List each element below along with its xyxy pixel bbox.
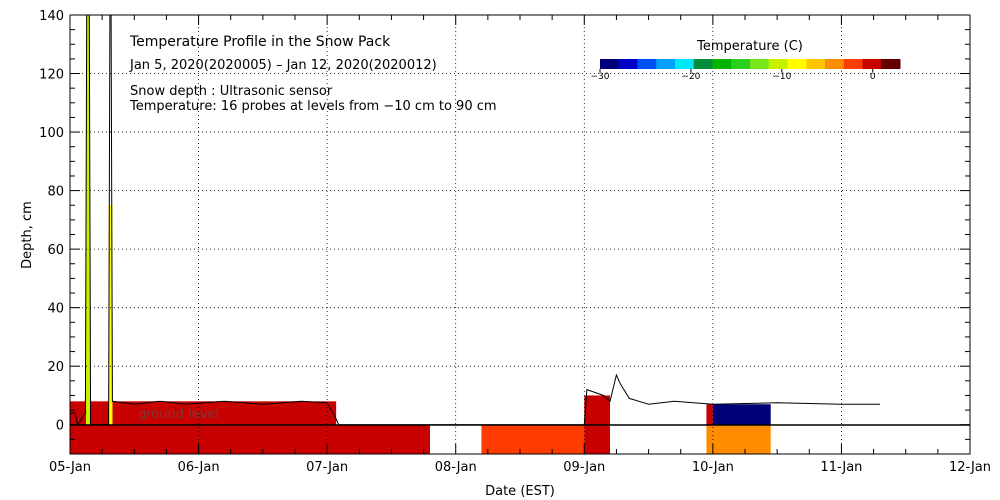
legend-tick-label: −30 [591, 72, 610, 82]
x-tick-label: 09-Jan [563, 460, 605, 475]
x-tick-label: 12-Jan [949, 460, 991, 475]
legend-swatch [825, 59, 845, 69]
ground-level-label: ground level [138, 407, 219, 422]
legend-swatch [750, 59, 770, 69]
legend-tick-label: 0 [870, 72, 876, 82]
x-axis-label: Date (EST) [485, 484, 555, 499]
legend-swatch [675, 59, 695, 69]
legend-swatch [806, 59, 826, 69]
x-tick-label: 08-Jan [435, 460, 477, 475]
temperature-spike [86, 15, 90, 425]
temperature-block [712, 404, 771, 425]
legend-tick-label: −20 [681, 72, 700, 82]
temperature-block [584, 424, 610, 454]
legend-swatch [618, 59, 638, 69]
temperature-block [584, 395, 610, 425]
legend-swatch [768, 59, 788, 69]
temperature-spike [108, 205, 113, 425]
y-tick-label: 140 [39, 9, 64, 24]
temperature-block [481, 424, 585, 454]
temperature-blocks [70, 395, 771, 454]
legend-swatch [600, 59, 620, 69]
legend: Temperature (C) −30 −20 −10 0 [591, 39, 901, 82]
legend-title: Temperature (C) [696, 39, 803, 54]
note-snow-depth: Snow depth : Ultrasonic sensor [130, 84, 333, 99]
y-tick-label: 0 [56, 419, 64, 434]
temperature-spikes [86, 15, 113, 425]
y-axis-label: Depth, cm [20, 201, 35, 269]
snow-depth-line [70, 14, 880, 426]
legend-swatch [656, 59, 676, 69]
chart-title: Temperature Profile in the Snow Pack [129, 34, 391, 50]
legend-swatch [693, 59, 713, 69]
y-tick-label: 80 [47, 185, 64, 200]
legend-tick-label: −10 [772, 72, 791, 82]
legend-ticks: −30 −20 −10 0 [591, 69, 876, 82]
legend-swatch [787, 59, 807, 69]
axis-ticks [69, 14, 971, 455]
x-tick-label: 10-Jan [692, 460, 734, 475]
x-tick-label: 07-Jan [306, 460, 348, 475]
y-tick-label: 120 [39, 68, 64, 83]
y-tick-label: 40 [47, 302, 64, 317]
legend-swatch [637, 59, 657, 69]
legend-swatch [881, 59, 901, 69]
x-tick-label: 06-Jan [178, 460, 220, 475]
x-tick-label: 05-Jan [49, 460, 91, 475]
temperature-block [70, 401, 337, 425]
y-tick-label: 100 [39, 126, 64, 141]
x-tick-label: 11-Jan [820, 460, 862, 475]
y-tick-label: 20 [47, 360, 64, 375]
legend-colorbar [600, 59, 901, 69]
legend-swatch [862, 59, 882, 69]
temperature-block [706, 424, 771, 454]
legend-swatch [731, 59, 751, 69]
temperature-block [706, 404, 713, 425]
legend-swatch [843, 59, 863, 69]
x-tick-labels: 05-Jan 06-Jan 07-Jan 08-Jan 09-Jan 10-Jan 11-J… [49, 460, 991, 475]
y-tick-labels: 0 20 40 60 80 100 120 140 [39, 9, 64, 434]
temperature-block [70, 424, 430, 454]
legend-swatch [712, 59, 732, 69]
date-range: Jan 5, 2020(2020005) – Jan 12, 2020(2020… [129, 58, 437, 73]
y-tick-label: 60 [47, 243, 64, 258]
note-temperature: Temperature: 16 probes at levels from −1… [129, 99, 497, 114]
